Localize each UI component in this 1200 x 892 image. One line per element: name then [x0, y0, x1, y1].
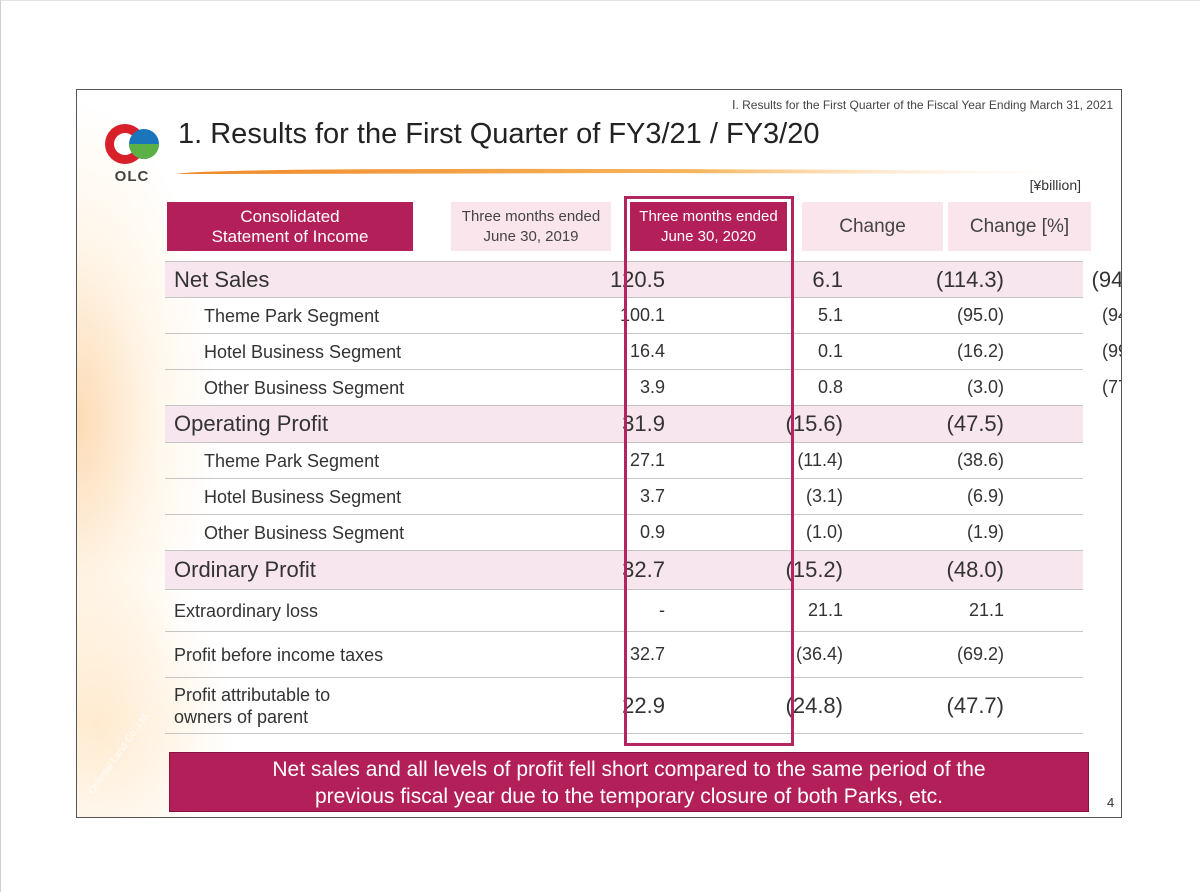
cell-prior: -	[659, 600, 665, 620]
cell-change: (48.0)	[946, 557, 1004, 582]
row-label: Ordinary Profit	[174, 557, 316, 582]
cell-change-pct: -	[1010, 515, 1121, 550]
cell-change: (38.6)	[956, 450, 1004, 470]
header-prior-label: Three months ended June 30, 2019	[461, 207, 601, 245]
cell-current: (36.4)	[795, 644, 843, 664]
header-current-label: Three months ended June 30, 2020	[639, 207, 778, 245]
summary-text: Net sales and all levels of profit fell …	[272, 758, 986, 808]
cell-current: 21.1	[807, 600, 843, 620]
unit-label: [¥billion]	[1029, 177, 1081, 193]
cell-change-pct: -	[1010, 551, 1121, 589]
header-change: Change	[802, 202, 943, 251]
row-label: Theme Park Segment	[204, 450, 380, 471]
section-note: Ⅰ. Results for the First Quarter of the …	[731, 98, 1113, 112]
cell-change: (47.7)	[946, 692, 1004, 718]
header-change-label: Change	[839, 215, 906, 237]
cell-change-pct: (94.9)	[1091, 266, 1122, 292]
cell-current: (24.8)	[785, 692, 843, 718]
summary-banner: Net sales and all levels of profit fell …	[169, 752, 1089, 812]
cell-change-pct: (94.9)	[1101, 305, 1121, 325]
title-swoosh	[177, 168, 1117, 174]
cell-current: (11.4)	[797, 450, 843, 470]
row-label: Net Sales	[174, 266, 270, 292]
cell-prior: 32.7	[622, 557, 665, 582]
row-label: Other Business Segment	[204, 377, 405, 398]
cell-change: (1.9)	[966, 522, 1004, 542]
cell-change-pct: -	[1010, 678, 1121, 733]
olc-logo-icon	[105, 124, 159, 164]
cell-prior: 22.9	[622, 692, 665, 718]
row-label: Extraordinary loss	[174, 600, 319, 621]
cell-change: (95.0)	[956, 305, 1004, 325]
page-number: 4	[1107, 795, 1115, 810]
cell-prior: 32.7	[629, 644, 665, 664]
cell-change-pct: -	[1010, 406, 1121, 442]
cell-prior: 31.9	[622, 411, 665, 436]
cell-prior: 3.7	[639, 486, 665, 506]
header-statement: Consolidated Statement of Income	[167, 202, 413, 251]
cell-prior: 100.1	[619, 305, 665, 325]
cell-change-pct: (99.1)	[1101, 341, 1121, 361]
cell-change: (3.0)	[966, 377, 1004, 397]
row-label: Operating Profit	[174, 411, 329, 436]
cell-prior: 0.9	[639, 522, 665, 542]
header-prior-period: Three months ended June 30, 2019	[451, 202, 611, 251]
cell-change: (69.2)	[956, 644, 1004, 664]
cell-change-pct: -	[1010, 479, 1121, 514]
cell-change: (6.9)	[966, 486, 1004, 506]
cell-current: (15.6)	[785, 411, 843, 436]
cell-change-pct: (77.4)	[1101, 377, 1121, 397]
cell-current: 5.1	[817, 305, 843, 325]
header-current-period: Three months ended June 30, 2020	[630, 202, 787, 251]
cell-current: 0.1	[817, 341, 843, 361]
cell-current: 6.1	[812, 266, 843, 292]
cell-current: (15.2)	[785, 557, 843, 582]
row-label: Hotel Business Segment	[204, 486, 402, 507]
cell-change-pct: -	[1010, 590, 1121, 631]
cell-prior: 27.1	[629, 450, 665, 470]
slide: Oriental Land Co.,Ltd. Ⅰ. Results for th…	[76, 89, 1122, 818]
row-label: Other Business Segment	[204, 522, 405, 543]
cell-current: (3.1)	[805, 486, 843, 506]
cell-prior: 120.5	[609, 266, 665, 292]
cell-change: (16.2)	[956, 341, 1004, 361]
cell-prior: 16.4	[629, 341, 665, 361]
header-change-pct-label: Change [%]	[969, 215, 1070, 237]
cell-change: (47.5)	[946, 411, 1004, 436]
table-row: Profit attributable to owners of parent …	[165, 678, 1083, 734]
header-statement-label: Consolidated Statement of Income	[211, 206, 369, 246]
cell-current: 0.8	[817, 377, 843, 397]
logo-text: OLC	[114, 168, 150, 185]
page-title: 1. Results for the First Quarter of FY3/…	[178, 118, 820, 150]
cell-current: (1.0)	[805, 522, 843, 542]
cell-change-pct: -	[1010, 443, 1121, 478]
cell-prior: 3.9	[639, 377, 665, 397]
row-label: Profit attributable to owners of parent	[174, 684, 331, 727]
row-label: Profit before income taxes	[174, 644, 384, 665]
current-period-highlight	[624, 196, 794, 746]
cell-change: (114.3)	[935, 266, 1004, 292]
row-label: Hotel Business Segment	[204, 341, 402, 362]
cell-change: 21.1	[968, 600, 1004, 620]
row-label: Theme Park Segment	[204, 305, 380, 326]
header-change-pct: Change [%]	[948, 202, 1091, 251]
cell-change-pct: -	[1010, 632, 1121, 677]
